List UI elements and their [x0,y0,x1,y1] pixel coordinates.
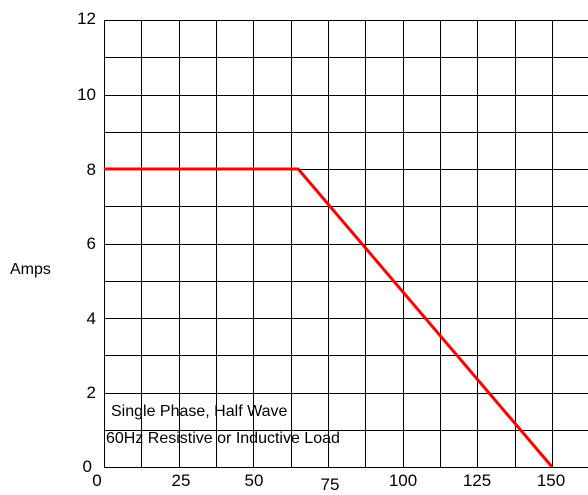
y-axis-label: Amps [10,261,51,278]
grid [104,20,588,468]
series-line [104,167,554,468]
x-tick-label: 150 [537,471,565,490]
series-layer [104,167,554,468]
y-tick-label: 10 [77,85,96,104]
x-tick-label: 50 [245,471,264,490]
y-tick-label: 4 [87,309,96,328]
y-axis-ticks: 12 10 8 6 4 2 0 [77,9,96,476]
y-tick-label: 2 [87,383,96,402]
x-tick-label: 0 [92,471,101,490]
x-axis-ticks: 0 25 50 75 100 125 150 [92,471,565,494]
annotation-line-1: Single Phase, Half Wave [111,403,287,420]
x-tick-label: 75 [321,475,340,494]
y-tick-label: 6 [87,234,96,253]
y-tick-label: 8 [87,160,96,179]
y-tick-label: 12 [77,9,96,28]
x-tick-label: 25 [172,471,191,490]
annotation-line-2: 60Hz Resistive or Inductive Load [106,430,340,447]
y-tick-label: 0 [83,457,92,476]
x-tick-label: 125 [463,471,491,490]
x-tick-label: 100 [389,471,417,490]
